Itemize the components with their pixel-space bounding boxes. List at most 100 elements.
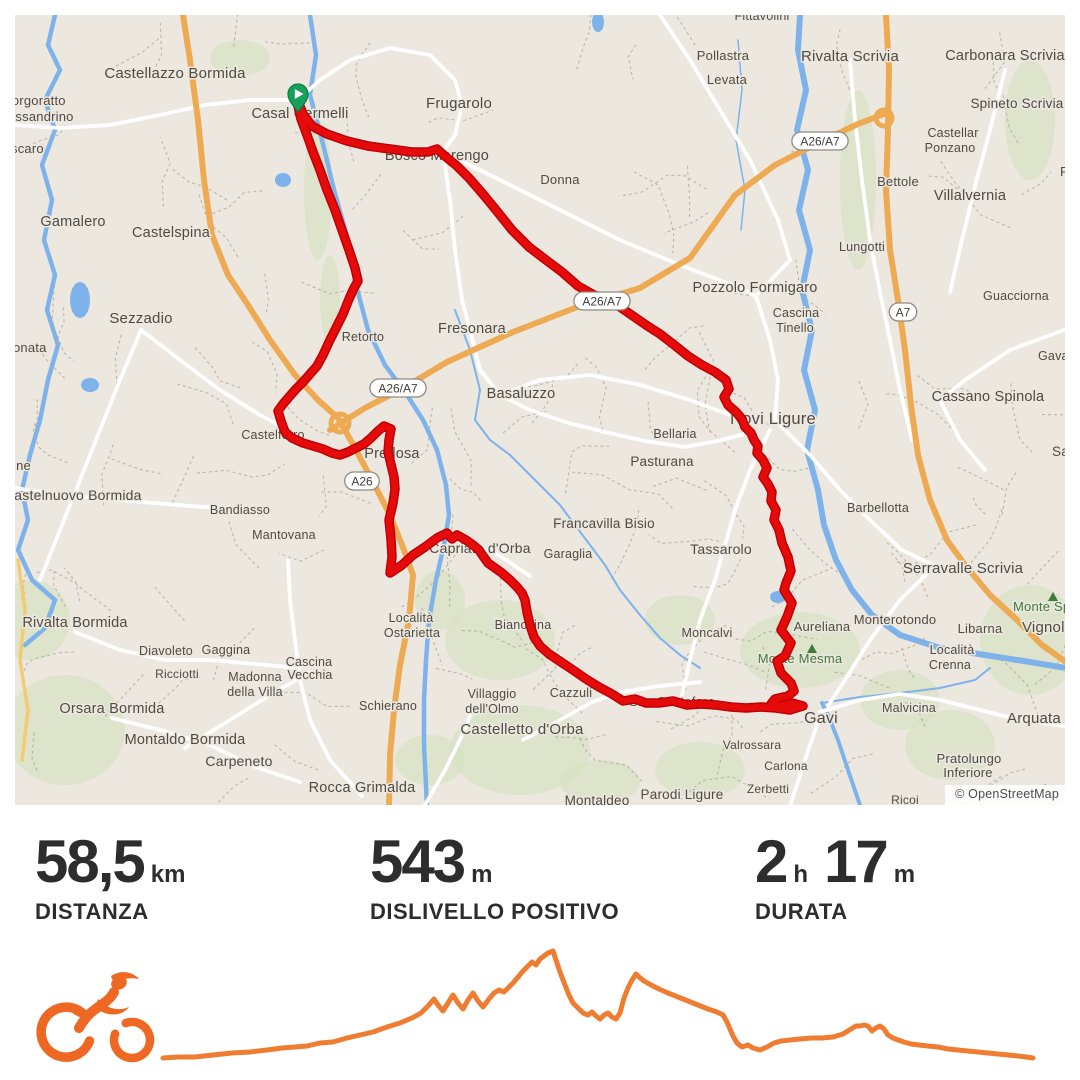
- map-town-label: Malvicina: [882, 701, 936, 715]
- pond: [70, 282, 90, 318]
- road: [658, 15, 792, 298]
- map-town-label: Fresonara: [438, 321, 507, 337]
- minor-road: [300, 281, 374, 295]
- svg-text:A26: A26: [351, 475, 373, 489]
- map-town-label: Spineto Scrivia: [970, 96, 1063, 111]
- map-town-label: Gaggina: [202, 643, 251, 657]
- minor-road: [272, 743, 319, 771]
- map-town-label: Valrossara: [723, 738, 782, 752]
- minor-road: [957, 466, 1006, 492]
- minor-road: [251, 341, 278, 393]
- map-town-label: Località: [389, 611, 434, 625]
- minor-road: [355, 42, 371, 118]
- minor-road: [53, 570, 66, 608]
- map-town-label: Bianchina: [495, 618, 552, 632]
- map-town-label: Villaggio: [468, 687, 517, 701]
- motorway-interchange: [873, 107, 895, 129]
- road: [818, 692, 1065, 728]
- minor-road: [193, 345, 241, 389]
- minor-road: [1041, 413, 1065, 416]
- elevation-unit: m: [471, 861, 493, 888]
- minor-road: [321, 491, 371, 504]
- road: [441, 150, 754, 449]
- motorway: [335, 415, 416, 805]
- minor-road: [656, 715, 745, 730]
- minor-road: [57, 307, 75, 362]
- map-town-label: Moncalvi: [682, 626, 733, 640]
- pond: [81, 378, 99, 392]
- elevation-value: 543: [370, 828, 466, 895]
- map-town-label: Castelspina: [132, 225, 211, 241]
- road: [110, 716, 302, 784]
- map-town-label: Aureliana: [794, 619, 851, 634]
- minor-road: [916, 375, 976, 399]
- minor-road: [795, 259, 826, 315]
- minor-road: [693, 556, 743, 589]
- green-area: [450, 705, 590, 795]
- road: [938, 328, 1065, 472]
- route-map[interactable]: Castellazzo Bormida Casal Cermelli Frugaro…: [15, 15, 1065, 805]
- road: [38, 328, 143, 582]
- map-town-label: Bellaria: [653, 427, 696, 441]
- minor-road: [21, 651, 75, 677]
- map-town-label: Francavilla Bisio: [553, 516, 655, 531]
- svg-text:A26/A7: A26/A7: [582, 295, 622, 309]
- road: [878, 290, 914, 442]
- osm-attribution[interactable]: © OpenStreetMap: [945, 785, 1065, 805]
- stat-distance: 58,5 km DISTANZA: [35, 832, 185, 925]
- map-town-label: Parodi Ligure: [641, 787, 724, 802]
- map-town-label: Madonna: [228, 670, 282, 684]
- map-town-label: Ostarietta: [384, 626, 440, 640]
- minor-road: [402, 229, 439, 250]
- minor-road: [564, 445, 610, 495]
- minor-road: [644, 325, 706, 371]
- map-town-label: Sa: [1052, 444, 1065, 459]
- minor-road: [576, 15, 592, 70]
- minor-road: [279, 691, 350, 707]
- map-town-label: Castelletto d'Orba: [460, 721, 584, 738]
- duration-hours-value: 2: [755, 828, 788, 895]
- minor-road: [900, 646, 915, 678]
- minor-road: [650, 477, 707, 491]
- minor-road: [154, 586, 187, 623]
- map-town-label: Ponzano: [925, 141, 976, 155]
- map-town-label: Castellar: [927, 126, 978, 140]
- minor-road: [862, 637, 926, 660]
- minor-road: [572, 471, 673, 509]
- minor-road: [971, 494, 986, 515]
- map-town-label: Cascina: [286, 655, 333, 669]
- minor-road: [31, 732, 38, 771]
- cyclist-rear-wheel: [36, 1002, 95, 1062]
- motorway-badge: A26/A7: [791, 131, 849, 151]
- map-town-label: Carpeneto: [205, 753, 272, 769]
- map-town-label: scaro: [15, 141, 44, 156]
- minor-road: [208, 190, 263, 216]
- minor-road: [215, 777, 249, 805]
- minor-road: [152, 22, 163, 78]
- map-town-label: onata: [15, 340, 47, 355]
- road: [15, 486, 252, 512]
- minor-road: [400, 554, 456, 609]
- minor-road: [572, 647, 592, 663]
- map-town-label: Rocca Grimalda: [309, 780, 416, 796]
- map-town-label: Tassarolo: [690, 541, 752, 557]
- motorway-badge: A26: [344, 471, 380, 491]
- minor-road: [36, 344, 66, 379]
- cyclist-arm: [95, 999, 129, 1015]
- minor-road: [732, 392, 770, 426]
- map-town-label: Monterotondo: [854, 612, 937, 627]
- start-marker-icon[interactable]: [287, 83, 309, 113]
- minor-road: [525, 648, 583, 714]
- minor-road: [1021, 171, 1052, 196]
- road: [754, 294, 780, 420]
- minor-road: [984, 31, 1005, 89]
- green-area: [980, 585, 1065, 695]
- road: [679, 428, 772, 702]
- motorway-badge: A7: [888, 302, 918, 322]
- minor-road: [446, 475, 481, 501]
- motorway-badge: A26/A7: [369, 378, 427, 398]
- map-town-label: Crenna: [929, 658, 971, 672]
- minor-road: [627, 44, 637, 80]
- river: [821, 667, 991, 704]
- map-town-label: Serravalle Scrivia: [903, 560, 1024, 577]
